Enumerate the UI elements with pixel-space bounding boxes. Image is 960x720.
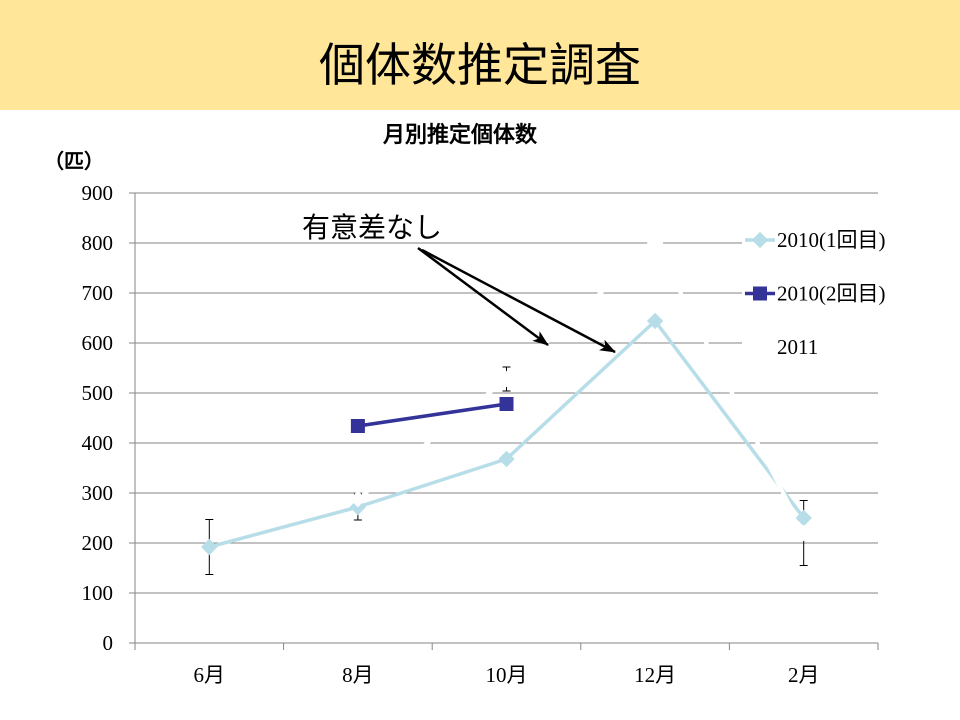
series-3-line xyxy=(356,241,806,534)
annotation-arrow-1 xyxy=(417,246,549,347)
y-tick-label: 0 xyxy=(103,631,114,655)
x-tick-labels: 6月 8月 10月 12月 2月 xyxy=(194,663,820,687)
legend-label: 2010(2回目) xyxy=(777,282,886,306)
annotation-arrow-2 xyxy=(421,248,616,354)
slide-title: 個体数推定調査 xyxy=(319,39,641,91)
x-tick-label: 8月 xyxy=(342,663,374,687)
series-2-marker xyxy=(350,419,365,433)
y-tick-label: 800 xyxy=(82,231,114,255)
legend-entry: 2011 xyxy=(745,335,818,359)
series-3-marker xyxy=(795,524,812,542)
y-tick-label: 700 xyxy=(82,281,114,305)
series-3-marker xyxy=(646,234,664,252)
series-2-line xyxy=(357,402,507,428)
y-tick-label: 100 xyxy=(82,581,114,605)
series-lines xyxy=(208,241,806,549)
series-3-marker xyxy=(498,370,515,388)
y-axis xyxy=(129,192,136,644)
x-axis xyxy=(134,642,879,650)
gridlines xyxy=(135,192,878,644)
y-tick-labels: 0 100 200 300 400 500 600 700 800 900 xyxy=(82,181,114,655)
y-tick-label: 400 xyxy=(82,431,114,455)
legend-swatch-marker xyxy=(751,338,769,356)
x-tick-label: 6月 xyxy=(194,663,226,687)
legend-entry: 2010(2回目) xyxy=(745,282,886,306)
x-tick-label: 2月 xyxy=(788,663,820,687)
y-axis-unit-label: （匹） xyxy=(44,150,104,173)
y-tick-label: 300 xyxy=(82,481,114,505)
legend-swatch-marker xyxy=(753,286,767,301)
y-tick-label: 600 xyxy=(82,331,114,355)
legend-entry: 2010(1回目) xyxy=(745,228,886,252)
legend-label: 2011 xyxy=(777,335,818,359)
series-2-marker xyxy=(499,397,514,411)
legend-label: 2010(1回目) xyxy=(777,228,886,252)
series-markers xyxy=(201,234,812,556)
series-1-marker xyxy=(498,450,515,468)
y-tick-label: 500 xyxy=(82,381,114,405)
y-tick-label: 900 xyxy=(82,181,114,205)
x-tick-label: 12月 xyxy=(634,663,676,687)
series-1-marker xyxy=(201,538,218,556)
x-tick-label: 10月 xyxy=(486,663,528,687)
series-1-marker xyxy=(646,312,664,330)
slide-header: 個体数推定調査 xyxy=(0,0,960,110)
legend: 2010(1回目) 2010(2回目) 2011 xyxy=(742,220,927,368)
legend-swatch-marker xyxy=(751,231,769,249)
annotation-text: 有意差なし xyxy=(302,212,442,243)
chart-title: 月別推定個体数 xyxy=(382,122,538,147)
y-tick-label: 200 xyxy=(82,531,114,555)
series-3-marker xyxy=(349,490,367,508)
